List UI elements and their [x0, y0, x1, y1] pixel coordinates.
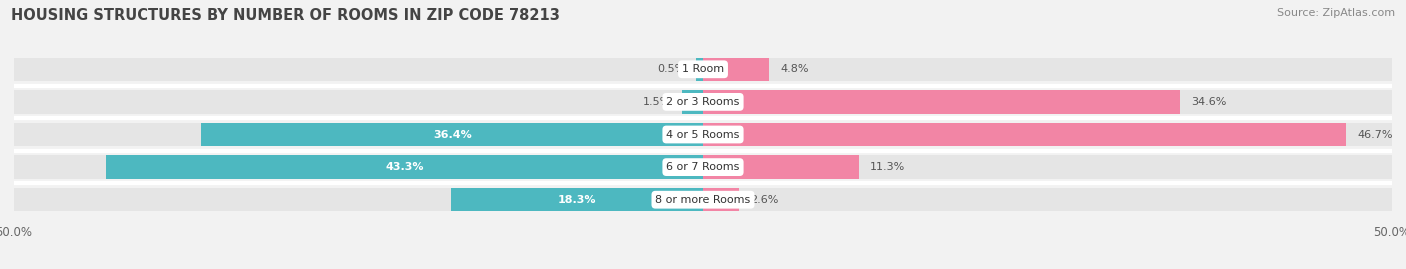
Bar: [201, 123, 703, 146]
Text: 11.3%: 11.3%: [870, 162, 905, 172]
Bar: [14, 123, 703, 146]
Text: 4.8%: 4.8%: [780, 64, 808, 74]
Bar: [703, 123, 1347, 146]
Text: 36.4%: 36.4%: [433, 129, 471, 140]
Text: 1.5%: 1.5%: [643, 97, 671, 107]
Text: Source: ZipAtlas.com: Source: ZipAtlas.com: [1277, 8, 1395, 18]
Text: 46.7%: 46.7%: [1358, 129, 1393, 140]
Text: 6 or 7 Rooms: 6 or 7 Rooms: [666, 162, 740, 172]
Bar: [696, 58, 703, 81]
Bar: [703, 90, 1392, 114]
Text: 4 or 5 Rooms: 4 or 5 Rooms: [666, 129, 740, 140]
Text: 43.3%: 43.3%: [385, 162, 425, 172]
Bar: [14, 90, 703, 114]
Text: 8 or more Rooms: 8 or more Rooms: [655, 195, 751, 205]
Bar: [703, 188, 738, 211]
Text: 18.3%: 18.3%: [558, 195, 596, 205]
Text: 34.6%: 34.6%: [1191, 97, 1226, 107]
Bar: [703, 90, 1180, 114]
Bar: [703, 155, 859, 179]
Bar: [703, 58, 769, 81]
Bar: [14, 155, 703, 179]
Bar: [107, 155, 703, 179]
Bar: [14, 58, 703, 81]
Bar: [703, 155, 1392, 179]
Text: 2.6%: 2.6%: [749, 195, 779, 205]
Text: 2 or 3 Rooms: 2 or 3 Rooms: [666, 97, 740, 107]
Bar: [703, 188, 1392, 211]
Bar: [682, 90, 703, 114]
Bar: [14, 188, 703, 211]
Text: 0.5%: 0.5%: [657, 64, 685, 74]
Bar: [703, 123, 1392, 146]
Bar: [451, 188, 703, 211]
Text: 1 Room: 1 Room: [682, 64, 724, 74]
Bar: [703, 58, 1392, 81]
Text: HOUSING STRUCTURES BY NUMBER OF ROOMS IN ZIP CODE 78213: HOUSING STRUCTURES BY NUMBER OF ROOMS IN…: [11, 8, 560, 23]
